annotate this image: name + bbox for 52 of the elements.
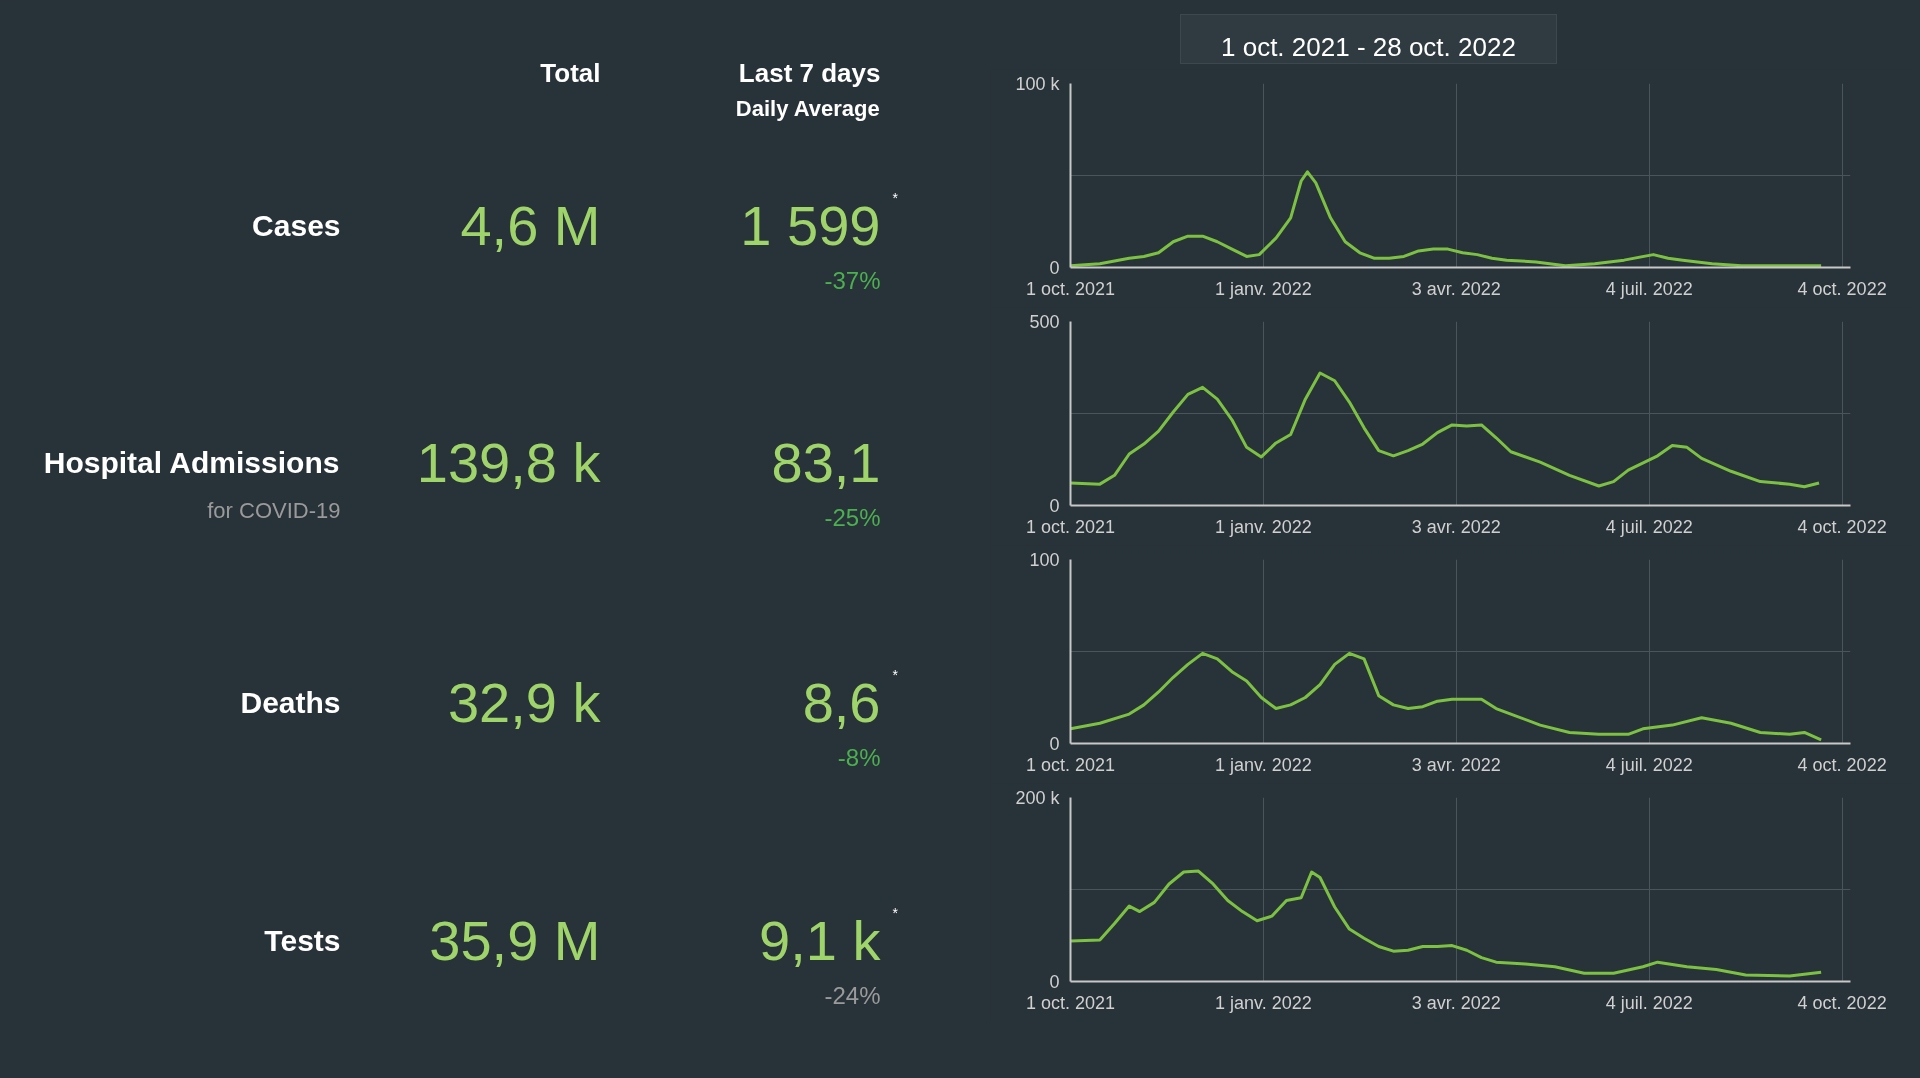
x-tick-label: 1 janv. 2022 — [1215, 516, 1312, 537]
x-tick-label: 4 juil. 2022 — [1605, 278, 1693, 299]
x-tick-label: 3 avr. 2022 — [1411, 516, 1501, 537]
x-tick-label: 4 juil. 2022 — [1605, 516, 1693, 537]
y-tick-label: 200 k — [1015, 787, 1061, 808]
text: 8,6 — [802, 670, 881, 734]
y-tick-label: 0 — [1049, 971, 1060, 992]
text: Last 7 days — [738, 57, 881, 88]
y-tick-label: 500 — [1029, 312, 1060, 332]
x-tick-label: 3 avr. 2022 — [1411, 754, 1501, 775]
text: Hospital Admissions — [43, 446, 340, 479]
y-tick-label: 100 k — [1015, 73, 1061, 94]
text: 1 oct. 2021 - 28 oct. 2022 — [1221, 31, 1516, 64]
text: 9,1 k — [759, 909, 882, 972]
text: -25% — [824, 504, 881, 531]
text: 35,9 M — [429, 909, 601, 972]
text: -24% — [824, 982, 881, 1009]
x-tick-label: 1 oct. 2021 — [1025, 754, 1116, 775]
x-tick-label: 4 oct. 2022 — [1797, 516, 1887, 537]
text: Daily Average — [735, 96, 880, 121]
x-tick-label: 4 juil. 2022 — [1605, 754, 1693, 775]
text: * — [892, 904, 899, 921]
x-tick-label: 1 oct. 2021 — [1025, 992, 1116, 1013]
text: -8% — [837, 744, 881, 771]
text: 4,6 M — [460, 194, 601, 257]
y-tick-label: 0 — [1049, 496, 1060, 516]
x-tick-label: 4 oct. 2022 — [1797, 992, 1887, 1013]
text: 32,9 k — [447, 671, 602, 734]
x-tick-label: 4 juil. 2022 — [1605, 992, 1693, 1013]
text: Tests — [264, 924, 341, 957]
text: 1 599 — [740, 194, 881, 257]
y-tick-label: 0 — [1049, 734, 1060, 754]
x-tick-label: 1 janv. 2022 — [1215, 278, 1312, 299]
x-tick-label: 4 oct. 2022 — [1797, 278, 1887, 299]
text: Cases — [252, 209, 341, 242]
text: * — [892, 189, 899, 206]
x-tick-label: 1 oct. 2021 — [1025, 516, 1116, 537]
text: for COVID-19 — [207, 498, 341, 523]
text: 83,1 — [771, 430, 881, 494]
text: Total — [540, 57, 601, 88]
x-tick-label: 3 avr. 2022 — [1411, 992, 1501, 1013]
x-tick-label: 4 oct. 2022 — [1797, 754, 1887, 775]
y-tick-label: 100 — [1029, 550, 1060, 570]
text: Deaths — [240, 686, 341, 719]
text: * — [892, 666, 899, 683]
x-tick-label: 1 oct. 2021 — [1025, 278, 1116, 299]
x-tick-label: 1 janv. 2022 — [1215, 754, 1312, 775]
x-tick-label: 1 janv. 2022 — [1215, 992, 1312, 1013]
y-tick-label: 0 — [1049, 257, 1060, 278]
x-tick-label: 3 avr. 2022 — [1411, 278, 1501, 299]
text: 139,8 k — [416, 431, 602, 494]
text: -37% — [824, 267, 881, 294]
